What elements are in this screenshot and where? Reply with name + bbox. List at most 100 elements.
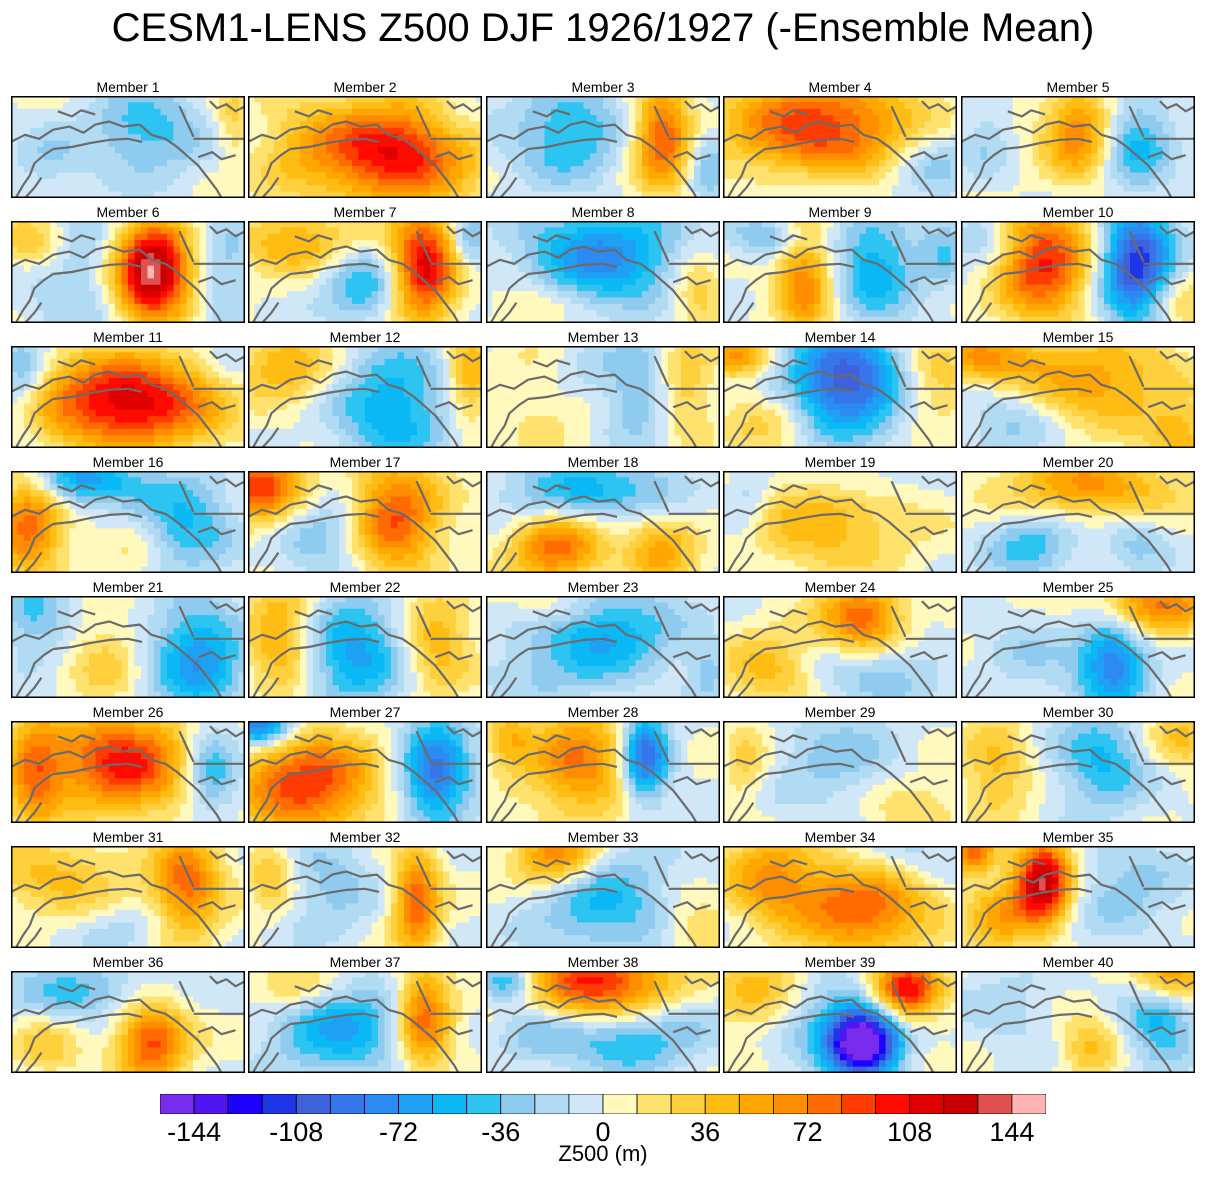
field-cell: [449, 96, 457, 103]
field-cell: [879, 227, 887, 235]
field-cell: [345, 102, 353, 110]
field-cell: [859, 227, 867, 235]
field-cell: [538, 240, 546, 248]
field-cell: [261, 178, 269, 186]
field-cell: [557, 272, 565, 279]
field-cell: [475, 252, 482, 260]
field-cell: [417, 159, 425, 167]
field-cell: [801, 265, 809, 273]
field-cell: [397, 221, 405, 228]
field-cell: [115, 140, 123, 148]
field-cell: [892, 265, 900, 273]
field-cell: [937, 221, 945, 228]
field-cell: [37, 166, 45, 174]
field-cell: [108, 102, 116, 110]
field-cell: [332, 172, 340, 180]
field-cell: [1169, 166, 1177, 174]
field-cell: [609, 172, 617, 180]
field-cell: [694, 272, 702, 279]
field-cell: [56, 102, 64, 110]
field-cell: [700, 166, 708, 174]
field-cell: [596, 134, 604, 142]
field-cell: [775, 265, 783, 273]
field-cell: [755, 172, 763, 180]
field-cell: [293, 310, 301, 318]
field-cell: [1019, 147, 1027, 154]
field-cell: [1019, 172, 1027, 180]
field-cell: [950, 121, 957, 129]
field-cell: [326, 102, 334, 110]
field-cell: [950, 108, 957, 116]
field-cell: [583, 185, 591, 193]
field-cell: [768, 147, 776, 154]
field-cell: [306, 265, 314, 273]
field-cell: [313, 291, 321, 299]
field-cell: [898, 259, 906, 267]
field-cell: [423, 259, 431, 267]
field-cell: [681, 147, 689, 154]
field-cell: [417, 297, 425, 305]
field-cell: [293, 221, 301, 228]
field-cell: [707, 153, 715, 161]
field-cell: [661, 316, 669, 323]
field-cell: [609, 166, 617, 174]
field-cell: [404, 246, 412, 254]
field-cell: [378, 272, 386, 279]
field-cell: [462, 140, 470, 148]
field-cell: [50, 265, 58, 273]
field-cell: [404, 172, 412, 180]
field-cell: [1136, 140, 1144, 148]
field-cell: [261, 272, 269, 279]
field-cell: [293, 259, 301, 267]
map-panel: Member 9: [723, 204, 957, 323]
field-cell: [525, 246, 533, 254]
field-cell: [141, 259, 149, 267]
field-cell: [345, 191, 353, 198]
field-cell: [186, 191, 194, 198]
field-cell: [219, 115, 227, 123]
field-cell: [1130, 102, 1138, 110]
field-cell: [449, 278, 457, 286]
field-cell: [56, 227, 64, 235]
field-cell: [63, 240, 71, 248]
field-cell: [729, 115, 737, 123]
field-cell: [469, 121, 477, 129]
field-cell: [423, 316, 431, 323]
field-cell: [193, 108, 201, 116]
field-cell: [616, 108, 624, 116]
field-cell: [749, 172, 757, 180]
coastline: [52, 137, 143, 151]
field-cell: [742, 265, 750, 273]
field-cell: [475, 265, 482, 273]
field-cell: [404, 140, 412, 148]
field-cell: [82, 96, 90, 103]
field-cell: [974, 102, 982, 110]
field-cell: [17, 147, 25, 154]
field-cell: [95, 185, 103, 193]
field-cell: [762, 185, 770, 193]
field-cell: [749, 233, 757, 241]
field-cell: [590, 172, 598, 180]
field-cell: [43, 191, 51, 198]
field-cell: [980, 153, 988, 161]
field-cell: [1078, 115, 1086, 123]
field-cell: [1013, 166, 1021, 174]
field-cell: [212, 121, 220, 129]
field-cell: [1000, 166, 1008, 174]
field-cell: [30, 102, 38, 110]
field-cell: [681, 178, 689, 186]
field-cell: [1136, 134, 1144, 142]
field-cell: [436, 227, 444, 235]
field-cell: [1013, 153, 1021, 161]
field-cell: [762, 265, 770, 273]
field-cell: [141, 316, 149, 323]
field-cell: [293, 316, 301, 323]
field-cell: [853, 166, 861, 174]
field-cell: [89, 278, 97, 286]
field-cell: [944, 252, 952, 260]
field-cell: [642, 178, 650, 186]
field-cell: [648, 310, 656, 318]
field-cell: [76, 316, 84, 323]
field-cell: [332, 159, 340, 167]
field-cell: [525, 265, 533, 273]
